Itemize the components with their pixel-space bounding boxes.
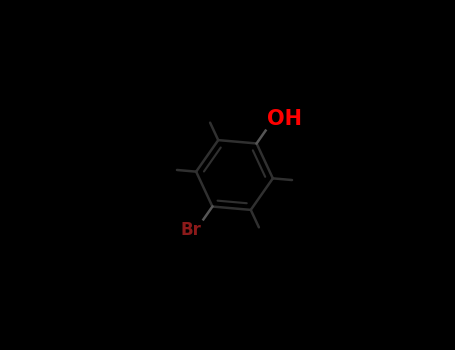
Text: OH: OH: [268, 109, 303, 129]
Text: Br: Br: [181, 221, 202, 239]
